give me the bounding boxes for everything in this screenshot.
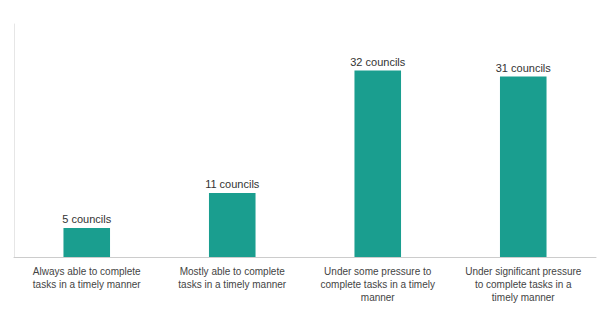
svg-text:Mostly able to complete: Mostly able to complete: [180, 266, 285, 277]
svg-text:11 councils: 11 councils: [205, 178, 260, 190]
svg-text:tasks in a timely manner: tasks in a timely manner: [178, 279, 286, 290]
svg-text:manner: manner: [361, 292, 396, 303]
svg-text:5 councils: 5 councils: [62, 213, 111, 225]
svg-text:complete tasks in a timely: complete tasks in a timely: [321, 279, 436, 290]
svg-text:tasks in a timely manner: tasks in a timely manner: [33, 279, 141, 290]
svg-text:to complete tasks in a: to complete tasks in a: [475, 279, 572, 290]
svg-text:31 councils: 31 councils: [496, 62, 552, 74]
svg-text:timely manner: timely manner: [492, 292, 555, 303]
svg-text:Always able to complete: Always able to complete: [33, 266, 141, 277]
svg-text:Under significant pressure: Under significant pressure: [465, 266, 582, 277]
svg-text:32 councils: 32 councils: [350, 56, 406, 68]
svg-text:Under some pressure to: Under some pressure to: [324, 266, 432, 277]
